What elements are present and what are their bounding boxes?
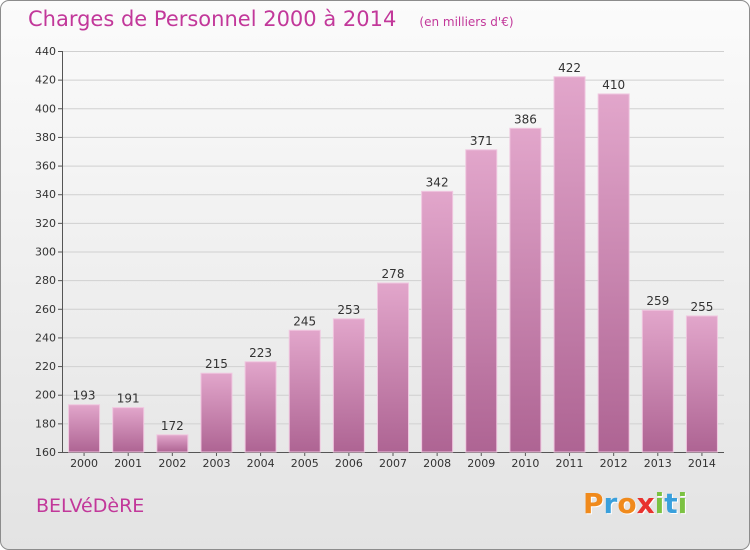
chart-title: Charges de Personnel 2000 à 2014 <box>28 7 397 31</box>
y-tick-label: 240 <box>35 331 56 344</box>
x-tick-label: 2006 <box>335 457 363 470</box>
x-tick-label: 2012 <box>600 457 628 470</box>
bar-value-label: 371 <box>470 134 493 148</box>
y-tick-label: 380 <box>35 131 56 144</box>
bar <box>156 434 189 453</box>
y-tick-label: 340 <box>35 188 56 201</box>
x-tick-label: 2011 <box>556 457 584 470</box>
bar-value-label: 193 <box>73 389 96 403</box>
proxiti-logo[interactable]: Proxiti <box>583 487 687 520</box>
bar <box>68 404 101 453</box>
bar <box>465 149 498 453</box>
x-tick-label: 2008 <box>423 457 451 470</box>
bar-value-label: 172 <box>161 419 184 433</box>
y-tick-label: 440 <box>35 45 56 58</box>
y-tick-label: 220 <box>35 360 56 373</box>
logo-letter: t <box>664 487 678 520</box>
x-tick-label: 2009 <box>467 457 495 470</box>
y-tick-label: 180 <box>35 417 56 430</box>
x-tick-label: 2014 <box>688 457 716 470</box>
bar <box>377 282 409 453</box>
chart-subtitle: (en milliers d'€) <box>419 15 514 29</box>
y-tick-label: 200 <box>35 389 56 402</box>
bar <box>421 190 454 453</box>
logo-letter: o <box>617 487 637 520</box>
logo-letter: x <box>636 487 655 520</box>
y-tick-label: 160 <box>35 446 56 459</box>
bars <box>68 76 718 453</box>
x-tick-label: 2010 <box>511 457 539 470</box>
x-tick-label: 2003 <box>202 457 230 470</box>
y-tick-label: 400 <box>35 102 56 115</box>
bar <box>553 76 586 453</box>
bar <box>509 127 542 453</box>
y-tick-label: 280 <box>35 274 56 287</box>
bar-value-label: 255 <box>690 300 713 314</box>
logo-letter: P <box>583 487 604 520</box>
bar <box>332 318 365 453</box>
bar-value-label: 259 <box>646 294 669 308</box>
bar-value-label: 223 <box>249 346 272 360</box>
commune-name: BELVéDèRE <box>36 495 145 517</box>
bar-value-label: 215 <box>205 357 228 371</box>
bar <box>641 309 674 453</box>
x-tick-label: 2007 <box>379 457 407 470</box>
title-row: Charges de Personnel 2000 à 2014 (en mil… <box>28 7 514 31</box>
y-tick-label: 260 <box>35 303 56 316</box>
bar <box>112 407 145 453</box>
bar-value-label: 386 <box>514 112 537 126</box>
x-tick-label: 2001 <box>114 457 142 470</box>
bar-value-label: 245 <box>293 314 316 328</box>
bar-value-label: 191 <box>117 392 140 406</box>
x-tick-label: 2002 <box>158 457 186 470</box>
y-tick-label: 420 <box>35 74 56 87</box>
bar <box>244 361 277 453</box>
y-tick-label: 320 <box>35 217 56 230</box>
x-tick-label: 2005 <box>291 457 319 470</box>
bar <box>597 93 630 453</box>
bar-value-label: 410 <box>602 78 625 92</box>
bar <box>685 315 718 453</box>
bar <box>200 372 233 453</box>
y-tick-label: 300 <box>35 246 56 259</box>
x-tick-label: 2004 <box>247 457 275 470</box>
bar-value-label: 253 <box>337 303 360 317</box>
x-tick-label: 2013 <box>644 457 672 470</box>
bar-value-label: 278 <box>382 267 405 281</box>
bar <box>288 329 321 453</box>
logo-letter: i <box>654 487 665 520</box>
bar-value-label: 422 <box>558 61 581 75</box>
labels: 160 180 200 220 240 260 280 300 320 340 360 380 400 4… <box>35 45 716 470</box>
logo-letter: i <box>677 487 688 520</box>
y-tick-label: 360 <box>35 160 56 173</box>
logo-letter: r <box>603 487 618 520</box>
x-tick-label: 2000 <box>70 457 98 470</box>
bar-value-label: 342 <box>426 175 449 189</box>
